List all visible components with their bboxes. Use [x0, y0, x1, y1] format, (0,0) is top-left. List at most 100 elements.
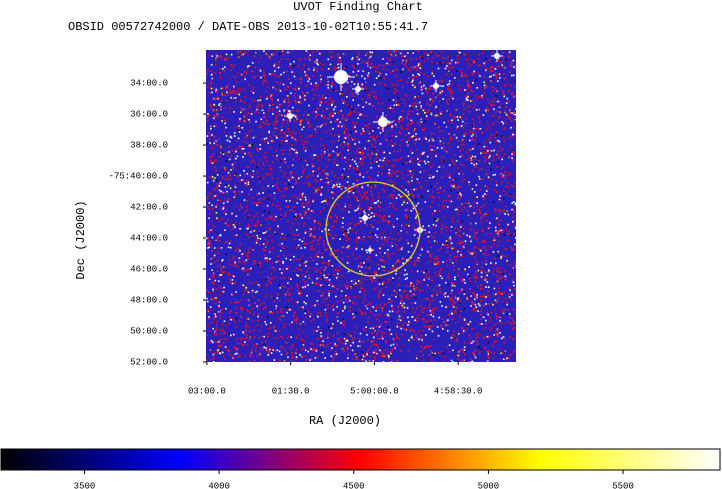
pixel [347, 353, 350, 356]
pixel [239, 99, 242, 102]
pixel [509, 173, 511, 175]
pixel [236, 155, 239, 158]
pixel [487, 226, 489, 229]
pixel [355, 168, 358, 170]
pixel [287, 78, 290, 80]
pixel [456, 125, 459, 128]
pixel [425, 180, 427, 182]
pixel [252, 295, 255, 298]
pixel [380, 288, 383, 290]
pixel [319, 81, 322, 83]
pixel [433, 197, 435, 199]
pixel [222, 290, 225, 293]
pixel [265, 284, 268, 286]
pixel [486, 233, 488, 235]
pixel [441, 243, 444, 246]
pixel [400, 125, 403, 127]
pixel [321, 256, 324, 259]
pixel [372, 226, 374, 228]
pixel [234, 195, 237, 197]
pixel [383, 260, 386, 263]
pixel [341, 257, 344, 260]
pixel [240, 207, 243, 209]
pixel [500, 87, 502, 89]
pixel [390, 272, 393, 274]
pixel [476, 87, 478, 89]
pixel [308, 126, 311, 128]
pixel [367, 72, 370, 74]
pixel [216, 217, 218, 220]
pixel [222, 208, 224, 210]
pixel [232, 190, 235, 193]
pixel [281, 129, 283, 131]
pixel [470, 159, 473, 161]
pixel [284, 182, 287, 185]
pixel [319, 224, 322, 226]
pixel [480, 266, 483, 268]
pixel [299, 119, 302, 121]
pixel [235, 347, 237, 349]
pixel [212, 353, 215, 356]
pixel [334, 353, 336, 355]
pixel [405, 214, 407, 216]
pixel [390, 344, 392, 347]
pixel [328, 284, 330, 287]
pixel [308, 230, 310, 233]
pixel [263, 346, 265, 349]
pixel [278, 88, 280, 91]
pixel [482, 252, 485, 255]
pixel [391, 224, 394, 226]
pixel [484, 293, 486, 296]
pixel [439, 130, 441, 133]
pixel [506, 303, 508, 306]
pixel [291, 345, 294, 347]
pixel [284, 88, 287, 91]
pixel [315, 88, 318, 90]
pixel [348, 75, 350, 77]
pixel [513, 112, 516, 114]
pixel [236, 174, 239, 177]
pixel [219, 182, 222, 184]
pixel [296, 274, 298, 276]
pixel [376, 135, 378, 138]
pixel [248, 152, 250, 154]
pixel [352, 253, 354, 256]
pixel [331, 83, 334, 85]
pixel [382, 232, 384, 235]
pixel [421, 308, 424, 311]
pixel [489, 69, 491, 71]
pixel [405, 134, 408, 136]
pixel [408, 225, 410, 227]
pixel [377, 174, 379, 177]
pixel [463, 143, 465, 146]
pixel [279, 190, 282, 193]
pixel [286, 140, 288, 142]
pixel [332, 184, 335, 186]
pixel [388, 168, 390, 170]
pixel [344, 305, 346, 308]
pixel [467, 106, 469, 108]
pixel [504, 297, 507, 300]
pixel [263, 360, 265, 362]
pixel [392, 267, 395, 269]
pixel [379, 247, 381, 250]
pixel [253, 313, 255, 315]
pixel [262, 248, 265, 250]
pixel [263, 122, 265, 125]
pixel [407, 324, 409, 326]
pixel [208, 278, 211, 281]
pixel [287, 86, 289, 89]
pixel [496, 245, 499, 247]
pixel [311, 98, 314, 100]
pixel [223, 167, 226, 169]
pixel [460, 125, 463, 127]
pixel [328, 153, 330, 156]
pixel [404, 269, 406, 271]
pixel [268, 55, 271, 58]
pixel [261, 361, 263, 362]
pixel [382, 159, 384, 162]
pixel [340, 196, 343, 198]
pixel [295, 349, 298, 351]
pixel [416, 279, 419, 282]
pixel [235, 234, 238, 236]
